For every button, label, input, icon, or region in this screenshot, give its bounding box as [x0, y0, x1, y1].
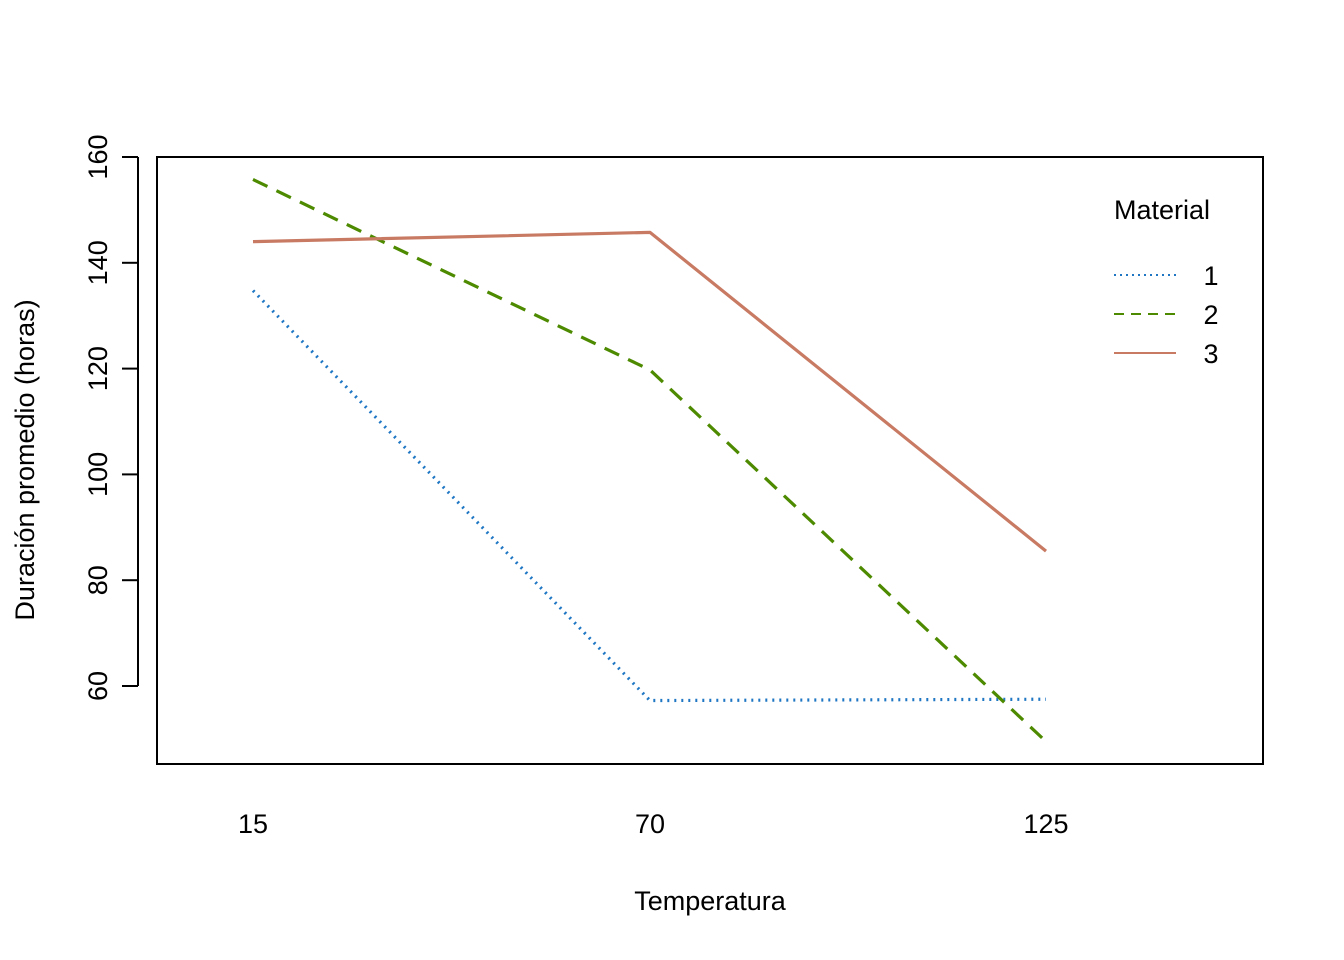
legend-label-material-2: 2: [1203, 300, 1218, 330]
y-tick-label: 100: [83, 452, 113, 497]
x-tick-label: 70: [635, 809, 665, 839]
legend-title: Material: [1114, 195, 1210, 225]
y-axis-title: Duración promedio (horas): [10, 299, 40, 620]
plot-frame: [156, 156, 1264, 765]
y-tick-label: 60: [83, 671, 113, 701]
legend: Material 1 2 3: [1114, 195, 1219, 369]
x-tick-label: 15: [238, 809, 268, 839]
series-line-material-1: [251, 289, 1047, 703]
y-tick-label: 160: [83, 134, 113, 179]
y-tick-label: 140: [83, 240, 113, 285]
x-tick-label: 125: [1023, 809, 1068, 839]
x-axis: 15 70 125: [238, 809, 1069, 839]
legend-label-material-3: 3: [1203, 339, 1218, 369]
series-layer: [251, 178, 1048, 743]
y-tick-label: 80: [83, 565, 113, 595]
legend-label-material-1: 1: [1203, 261, 1218, 291]
series-line-material-3: [252, 230, 1048, 553]
y-tick-label: 120: [83, 346, 113, 391]
series-line-material-2: [252, 178, 1048, 743]
x-axis-title: Temperatura: [634, 886, 787, 916]
y-axis: 60 80 100 120 140 160: [83, 134, 139, 701]
